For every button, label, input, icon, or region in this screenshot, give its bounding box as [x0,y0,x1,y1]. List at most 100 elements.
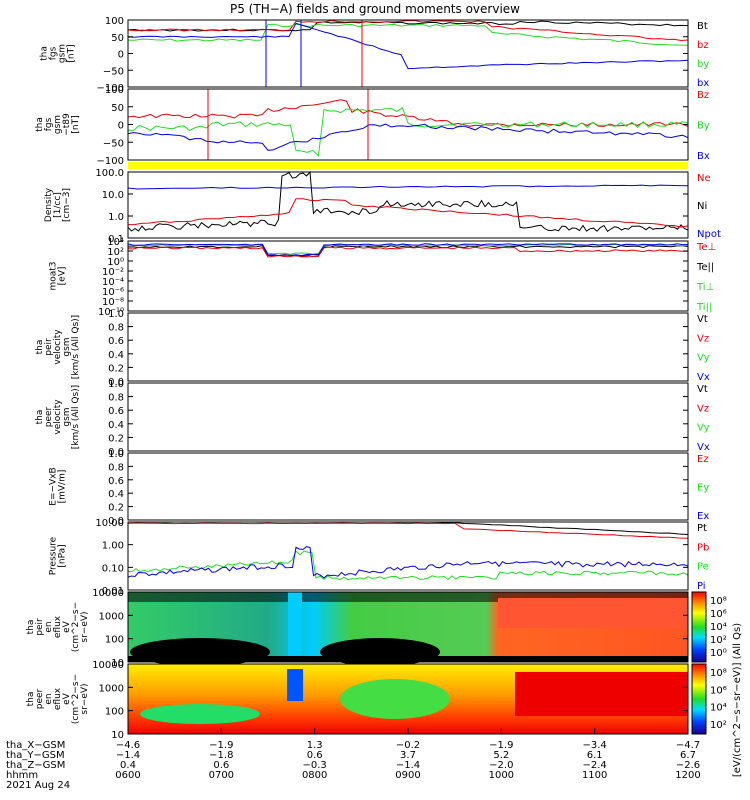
y-axis-label: gsm [53,115,63,134]
panel-frame [127,312,689,382]
y-axis-label: [nT] [67,44,77,62]
y-axis-label: tha [35,340,45,355]
series-line-pb [127,522,689,539]
y-tick-label: 0.0 [108,516,124,527]
y-axis-label: peer [44,406,54,427]
x-axis-row-label: tha_X−GSM [6,740,65,751]
panel-density: 100.0 10.0 1.0 0.1 Density [1/cc] [cm−3] Ne Ni Np… [44,168,721,245]
y-tick-label: 0.2 [108,363,124,374]
colorbar-tick-label: 10⁴ [710,622,727,633]
y-tick-label: 10⁻⁶ [102,287,124,298]
x-tick-label-time: 0800 [302,770,327,781]
y-tick-label: 10⁻⁴ [102,277,124,288]
spectrogram-band [288,592,302,662]
y-tick-label: 1.0 [108,449,124,460]
y-axis-label: gsm [58,44,68,63]
flag-bar [128,162,688,169]
y-axis-label: tha [26,620,36,635]
y-axis-label: [mV/m] [58,470,68,504]
colorbar [691,591,707,663]
y-axis-label: tha [26,692,36,707]
y-tick-label: −50 [103,138,124,149]
y-tick-label: 1000 [99,611,124,622]
x-tick-label-z: 0.4 [120,760,136,771]
legend-entry: Vz [697,333,709,344]
legend-entry: Pi [697,581,706,592]
x-tick-label-z: −2.6 [676,760,700,771]
legend-entry: Vt [697,314,708,325]
colorbar-tick-label: 10⁴ [710,703,727,714]
x-tick-label-x: −4.7 [676,740,700,751]
y-tick-label: 10⁰ [107,257,124,268]
x-tick-label-y: 5.2 [493,750,509,761]
chart-title: P5 (TH−A) fields and ground moments over… [230,2,520,16]
panel-frame [127,521,689,591]
y-tick-label: 100.0 [95,168,124,179]
legend-entry: Pe [697,562,709,573]
y-tick-label: 0 [118,50,124,61]
x-tick-label-z: −2.0 [489,760,513,771]
y-tick-label: 10000 [92,588,124,599]
y-tick-label: 100 [105,635,124,646]
colorbar [691,663,707,735]
legend-entry: Pb [697,542,709,553]
y-axis-label: Density [44,187,54,222]
colorbar-tick-label: 10⁸ [710,668,727,679]
legend-entry: Vt [697,384,708,395]
y-tick-label: 10² [107,247,124,258]
y-tick-label: 100 [105,16,124,27]
y-tick-label: 0.4 [108,420,124,431]
y-axis-label: en [44,621,54,632]
legend-entry: Ti|| [696,302,712,313]
series-line-bz [127,20,689,42]
x-tick-label-y: 0.6 [307,750,323,761]
y-axis-label: [cm−3] [62,188,72,222]
legend-entry: Vy [697,423,710,434]
y-tick-label: 0.01 [102,586,124,597]
y-tick-label: 50 [111,33,124,44]
panel-frame [127,171,689,239]
y-axis-label: fgs [49,46,59,60]
x-tick-label-x: −0.2 [396,740,420,751]
colorbar-tick-label: 10² [710,635,727,646]
y-tick-label: 1.00 [102,541,124,552]
colorbar-tick-label: 10² [710,720,727,731]
spectrogram-band [340,679,450,719]
panel-peir_velocity: 1.0 0.8 0.6 0.4 0.2 0.0 tha peir velocity gsm [km/… [35,309,710,388]
panel-fgs_gsm: 100 50 0 −50 −100 tha fgs gsm [nT] Bt bz by bx [40,16,710,94]
y-axis-label: [1/cc] [53,192,63,218]
series-line-teperp [127,246,688,258]
series-line-bx [127,22,689,70]
panel-fgs_gsm_t89: 100 50 0 −50 −100 tha fgs gsm −t89 [nT] Bz By Bx [35,85,710,167]
legend-entry: Ni [697,201,707,212]
y-axis-label: peir [44,338,54,356]
panel-peer_en_eflux: 10000 1000 100 10 tha peer en eflux eV (cm^2−s− sr… [26,660,727,741]
x-axis-row-label: tha_Z−GSM [6,760,65,771]
y-axis-label: eV [62,620,72,633]
y-tick-label: −100 [97,83,124,94]
colorbar-label: [eV/(cm^2−s−sr−eV)] (All Qs) [732,623,743,777]
series-line-tiperp [127,243,688,257]
legend-entry: bx [697,78,709,89]
colorbar-tick-label: 10⁰ [710,648,727,659]
y-axis-label: en [44,693,54,704]
panel-peer_velocity: 1.0 0.8 0.6 0.4 0.2 0.0 tha peer velocity gsm [km/… [35,379,710,458]
y-tick-label: 0 [118,121,124,132]
legend-entry: Npot [697,229,721,240]
series-line-npot [127,184,689,190]
y-tick-label: 1.0 [108,212,124,223]
legend-entry: Bx [697,151,710,162]
x-tick-label-x: −4.6 [116,740,140,751]
y-tick-label: 0.1 [108,234,124,245]
spectrogram-band [498,598,688,628]
y-tick-label: 0.0 [108,447,124,458]
y-tick-label: 0.2 [108,503,124,514]
y-axis-label: velocity [53,399,63,435]
x-tick-label-z: −2.4 [583,760,607,771]
y-axis-label: (cm^2−s− [71,602,81,652]
legend-entry: Te|| [696,262,714,273]
y-tick-label: 0.8 [108,393,124,404]
